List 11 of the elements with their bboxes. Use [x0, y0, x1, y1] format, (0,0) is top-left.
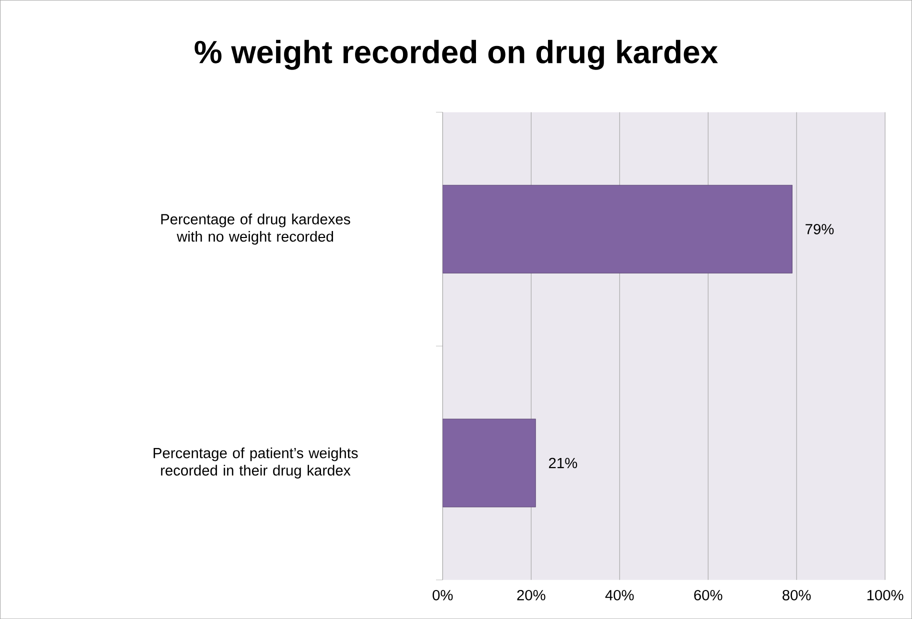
x-tick-label: 100% [867, 590, 904, 600]
data-label: 79% [806, 224, 834, 234]
data-label: 21% [549, 458, 578, 468]
x-tick-label: 40% [605, 590, 634, 600]
chart-title: % weight recorded on drug kardex [194, 40, 718, 70]
y-tick-label: Percentage of patient’s weights recorded in their drug kardex [154, 447, 358, 478]
x-tick-label: 80% [782, 590, 811, 600]
x-tick-label: 60% [694, 590, 722, 600]
x-tick-label: 0% [432, 590, 453, 600]
x-tick-label: 20% [517, 590, 546, 600]
y-tick-label: Percentage of drug kardexes with no weight recorded [161, 214, 350, 245]
